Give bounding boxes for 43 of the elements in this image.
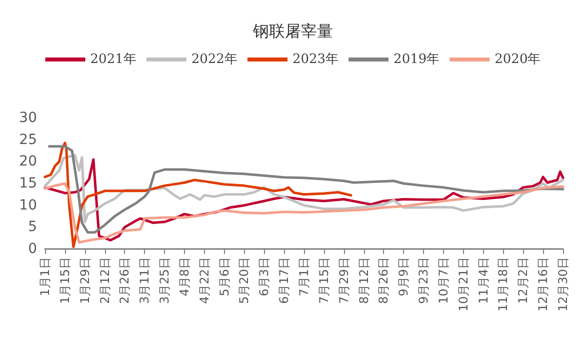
chart-title: 钢联屠宰量 — [252, 22, 333, 40]
x-tick-label: 10月7日 — [436, 257, 450, 304]
y-tick-label: 30 — [19, 110, 37, 126]
x-tick-label: 9月9日 — [396, 257, 411, 296]
x-tick-label: 12月2日 — [516, 257, 530, 304]
legend-label: 2021年 — [90, 52, 136, 67]
x-tick-label: 5月6日 — [217, 257, 232, 296]
line-series — [44, 142, 352, 248]
legend-label: 2023年 — [292, 52, 339, 67]
y-tick-label: 5 — [28, 219, 37, 236]
line-series — [44, 182, 564, 244]
legend-label: 2020年 — [494, 52, 541, 67]
x-tick-label: 1月15日 — [58, 257, 72, 304]
x-tick-label: 1月1日 — [38, 257, 52, 296]
y-tick-label: 25 — [19, 132, 37, 148]
x-tick-label: 3月11日 — [138, 257, 152, 304]
x-tick-label: 2月12日 — [98, 257, 112, 304]
x-tick-label: 7月1日 — [297, 257, 311, 296]
line-series — [48, 145, 564, 234]
y-tick-label: 10 — [19, 197, 37, 214]
x-tick-label: 7月15日 — [316, 257, 331, 304]
legend-label: 2019年 — [394, 52, 440, 67]
x-tick-label: 6月3日 — [257, 257, 272, 296]
x-tick-label: 11月4日 — [476, 257, 490, 304]
x-tick-label: 11月18日 — [496, 257, 510, 312]
y-tick-label: 20 — [19, 154, 37, 170]
x-tick-label: 3月25日 — [158, 257, 172, 304]
x-tick-label: 5月20日 — [237, 257, 252, 304]
x-tick-label: 8月12日 — [356, 257, 371, 304]
x-tick-label: 6月17日 — [277, 257, 292, 304]
x-tick-label: 4月22日 — [197, 257, 212, 304]
x-tick-label: 12月30日 — [556, 257, 570, 312]
x-tick-label: 12月16日 — [536, 257, 550, 312]
x-tick-label: 2月26日 — [118, 257, 132, 304]
x-tick-label: 7月29日 — [336, 257, 351, 304]
legend-label: 2022年 — [191, 52, 238, 67]
x-tick-label: 10月21日 — [456, 257, 470, 312]
x-tick-label: 9月23日 — [416, 257, 431, 304]
x-tick-label: 1月29日 — [78, 257, 92, 304]
x-tick-label: 8月26日 — [376, 257, 391, 304]
y-tick-label: 15 — [19, 176, 37, 192]
y-tick-label: 0 — [28, 241, 37, 257]
x-tick-label: 4月8日 — [177, 257, 192, 296]
